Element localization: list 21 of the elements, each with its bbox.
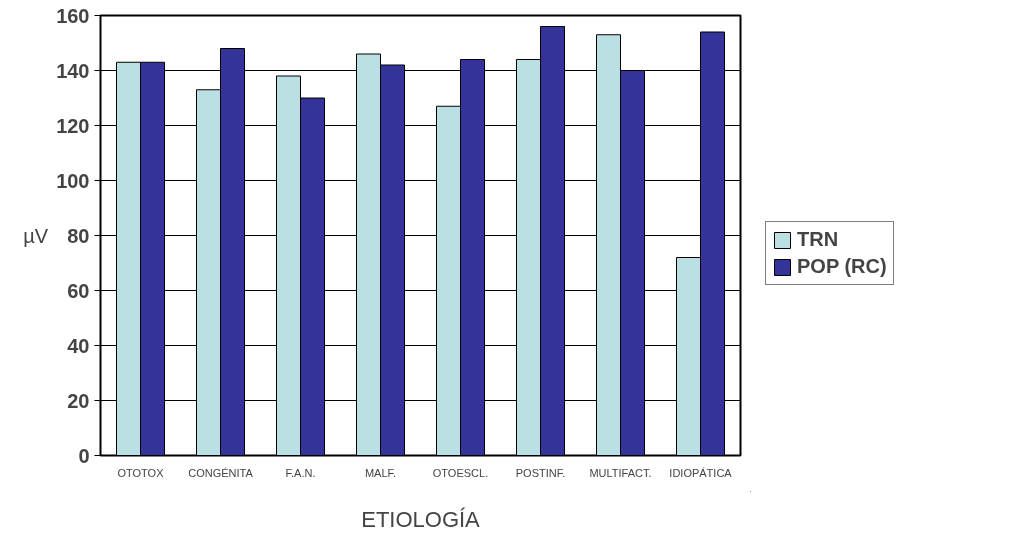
x-axis-title: ETIOLOGÍA [361, 506, 481, 532]
y-tick-label: 20 [67, 389, 90, 412]
y-tick-label: 40 [67, 334, 90, 357]
y-tick-label: 0 [78, 444, 90, 467]
x-tick-label: POSTINF. [515, 466, 566, 479]
x-tick-label: F.A.N. [285, 466, 316, 479]
x-tick-label: CONGÉNITA [188, 466, 254, 479]
x-tick-label: IDIOPÁTICA [669, 466, 733, 479]
legend-label: TRN [797, 228, 839, 251]
x-tick-label: OTOESCL. [432, 466, 489, 479]
y-tick-label: 160 [56, 4, 90, 27]
y-tick-label: 140 [56, 59, 90, 82]
y-tick-label: 60 [67, 279, 90, 302]
legend-label: POP (RC) [797, 255, 887, 278]
y-tick-label: 100 [56, 169, 90, 192]
x-tick-label: MALF. [364, 466, 397, 479]
x-tick-label: OTOTOX [117, 466, 165, 479]
y-axis-title: µV [23, 224, 49, 247]
x-tick-label: MULTIFACT. [589, 466, 652, 479]
y-tick-label: 80 [67, 224, 90, 247]
y-tick-label: 120 [56, 114, 90, 137]
